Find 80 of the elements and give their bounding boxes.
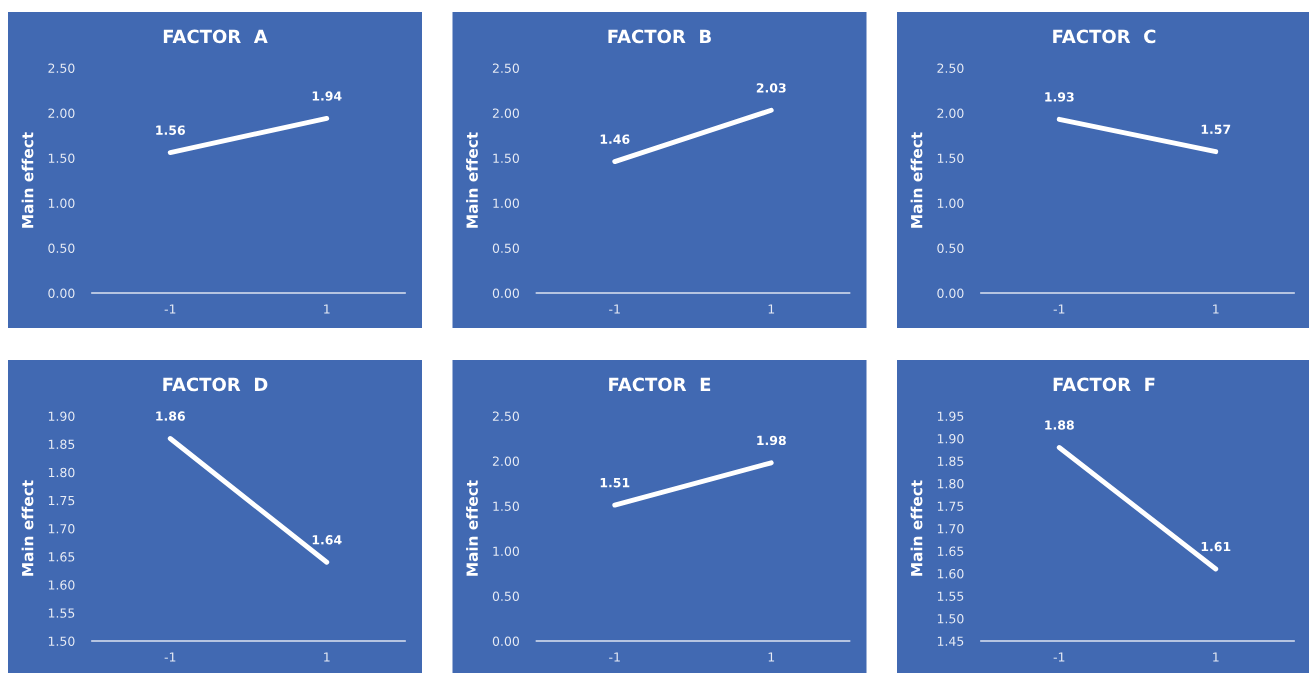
y-tick-label: 1.85 (937, 456, 964, 466)
y-tick-label: 1.50 (48, 636, 75, 646)
y-tick-label: 0.00 (492, 636, 519, 646)
y-axis-title: Main effect (466, 480, 478, 576)
x-tick-label: -1 (609, 652, 620, 662)
data-label: 1.56 (156, 125, 185, 135)
y-tick-label: 1.95 (937, 411, 964, 421)
y-tick-label: 1.75 (937, 501, 964, 511)
chart-title: FACTOR B (608, 29, 711, 44)
x-tick-label: -1 (609, 304, 620, 314)
y-tick-label: 0.00 (937, 288, 964, 298)
data-label: 1.86 (156, 411, 185, 421)
y-tick-label: 2.50 (937, 63, 964, 73)
data-label: 1.93 (1045, 92, 1074, 102)
y-tick-label: 1.60 (937, 568, 964, 579)
y-tick-label: 0.50 (492, 243, 519, 253)
x-tick-label: 1 (768, 304, 775, 314)
x-tick-label: 1 (324, 652, 330, 662)
chart-title: FACTOR C (1053, 29, 1156, 44)
data-label: 1.88 (1045, 420, 1074, 430)
y-tick-label: 1.00 (48, 198, 75, 208)
y-tick-label: 1.00 (493, 546, 519, 556)
y-tick-label: 1.85 (48, 439, 75, 450)
y-tick-label: 1.00 (493, 198, 519, 208)
y-tick-label: 2.00 (492, 108, 519, 118)
chart-title: FACTOR F (1053, 377, 1155, 392)
data-label: 1.57 (1201, 124, 1231, 134)
y-tick-label: 2.50 (48, 63, 75, 73)
y-tick-label: 1.70 (48, 523, 75, 534)
y-tick-label: 2.00 (937, 108, 964, 118)
y-tick-label: 1.50 (937, 613, 964, 624)
y-tick-label: 0.50 (48, 243, 75, 253)
data-label: 2.03 (756, 83, 786, 93)
y-tick-label: 2.50 (492, 63, 519, 73)
y-axis-title: Main effect (910, 480, 923, 576)
y-tick-label: 1.80 (937, 478, 964, 489)
data-label: 1.61 (1201, 541, 1231, 552)
chart-title: FACTOR D (163, 377, 268, 392)
y-tick-label: 1.00 (937, 198, 964, 208)
y-tick-label: 0.00 (492, 288, 519, 298)
x-tick-label: -1 (164, 304, 176, 314)
y-tick-label: 1.60 (48, 580, 75, 590)
data-label: 1.94 (312, 91, 342, 101)
y-tick-label: 1.75 (48, 496, 75, 506)
x-tick-label: -1 (164, 652, 176, 662)
x-tick-label: 1 (324, 304, 330, 314)
y-tick-label: 1.55 (937, 591, 964, 601)
y-tick-label: 2.00 (48, 108, 75, 118)
y-tick-label: 0.50 (492, 591, 519, 601)
chart-title: FACTOR E (609, 377, 711, 392)
y-tick-label: 1.80 (48, 467, 75, 478)
y-tick-label: 1.65 (48, 552, 75, 562)
data-label: 1.98 (757, 435, 786, 446)
y-axis-title: Main effect (21, 132, 34, 228)
y-axis-title: Main effect (910, 132, 923, 228)
x-tick-label: 1 (1213, 304, 1219, 314)
data-label: 1.46 (600, 134, 630, 144)
x-tick-label: 1 (1213, 652, 1219, 662)
x-tick-label: 1 (768, 652, 775, 662)
y-tick-label: 2.00 (492, 456, 519, 466)
y-tick-label: 1.70 (937, 523, 964, 534)
data-label: 1.51 (600, 478, 630, 488)
y-tick-label: 1.45 (937, 636, 964, 646)
y-tick-label: 0.50 (937, 243, 964, 253)
y-tick-label: 1.90 (48, 411, 75, 421)
y-tick-label: 1.55 (48, 608, 75, 618)
x-tick-label: -1 (1053, 304, 1065, 314)
y-tick-label: 1.65 (937, 546, 964, 556)
chart-title: FACTOR A (163, 29, 268, 44)
x-tick-label: -1 (1053, 652, 1065, 662)
y-tick-label: 0.00 (48, 288, 75, 298)
y-tick-label: 1.50 (493, 153, 519, 163)
y-tick-label: 1.50 (937, 153, 964, 163)
y-tick-label: 1.50 (493, 501, 519, 511)
y-axis-title: Main effect (466, 132, 478, 228)
y-axis-title: Main effect (21, 480, 34, 576)
y-tick-label: 1.90 (937, 433, 964, 444)
y-tick-label: 2.50 (492, 411, 519, 421)
y-tick-label: 1.50 (48, 153, 75, 163)
data-label: 1.64 (312, 535, 342, 545)
